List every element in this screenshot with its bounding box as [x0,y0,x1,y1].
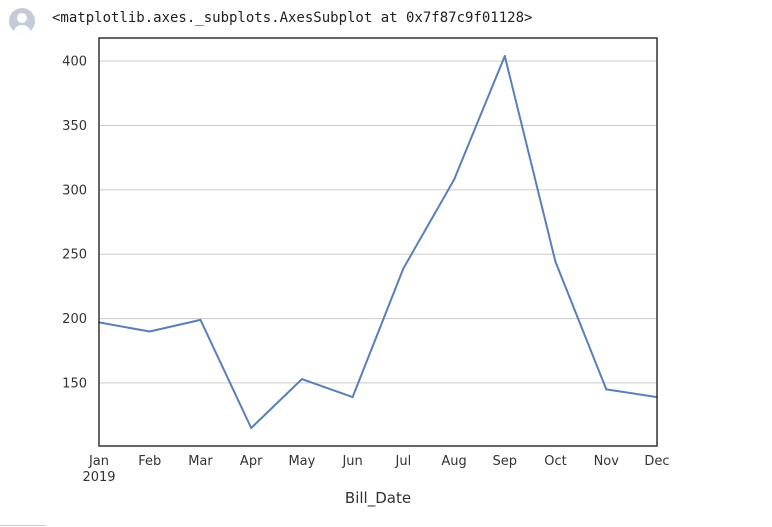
avatar-head [17,13,27,23]
y-tick-label: 350 [62,119,87,134]
cell-bottom-divider [0,525,46,526]
y-tick-label: 200 [62,312,87,327]
grid-lines [99,60,657,384]
data-point [402,267,405,270]
y-tick-labels: 150 200 250 300 350 400 [62,55,87,392]
data-point [351,396,354,399]
y-tick-label: 150 [62,376,87,391]
data-point [199,318,202,321]
x-tick-label: Apr [240,454,263,469]
x-tick-label: Feb [138,454,161,469]
avatar-shoulders [13,25,31,34]
x-tick-label: Dec [644,454,669,469]
output-repr-text: <matplotlib.axes._subplots.AxesSubplot a… [52,10,533,26]
data-point [503,55,506,58]
data-point [250,426,253,429]
data-point [554,260,557,263]
data-point [300,378,303,381]
x-tick-label: Aug [441,454,466,469]
x-tick-label: Jul [395,454,412,469]
x-tick-label: Nov [594,454,620,469]
user-avatar-icon [9,8,35,34]
x-tick-label: Jan [88,454,109,469]
x-tick-label: Mar [188,454,213,469]
x-tick-label: Sep [493,454,518,469]
plot-frame [98,37,658,447]
x-axis-year-label: 2019 [82,470,115,485]
x-tick-label: May [288,454,315,469]
series-line [98,55,658,429]
x-tick-label: Jun [341,454,362,469]
data-point [453,178,456,181]
data-point [605,388,608,391]
series-layer [98,55,658,429]
x-tick-labels: Jan Feb Mar Apr May Jun Jul Aug Sep Oct Nov Dec [88,454,670,469]
y-tick-label: 300 [62,183,87,198]
data-point [148,330,151,333]
y-tick-label: 250 [62,248,87,263]
cell-output-header: <matplotlib.axes._subplots.AxesSubplot a… [0,0,772,40]
x-tick-label: Oct [544,454,566,469]
x-axis-title: Bill_Date [345,489,411,508]
y-tick-label: 400 [62,55,87,70]
